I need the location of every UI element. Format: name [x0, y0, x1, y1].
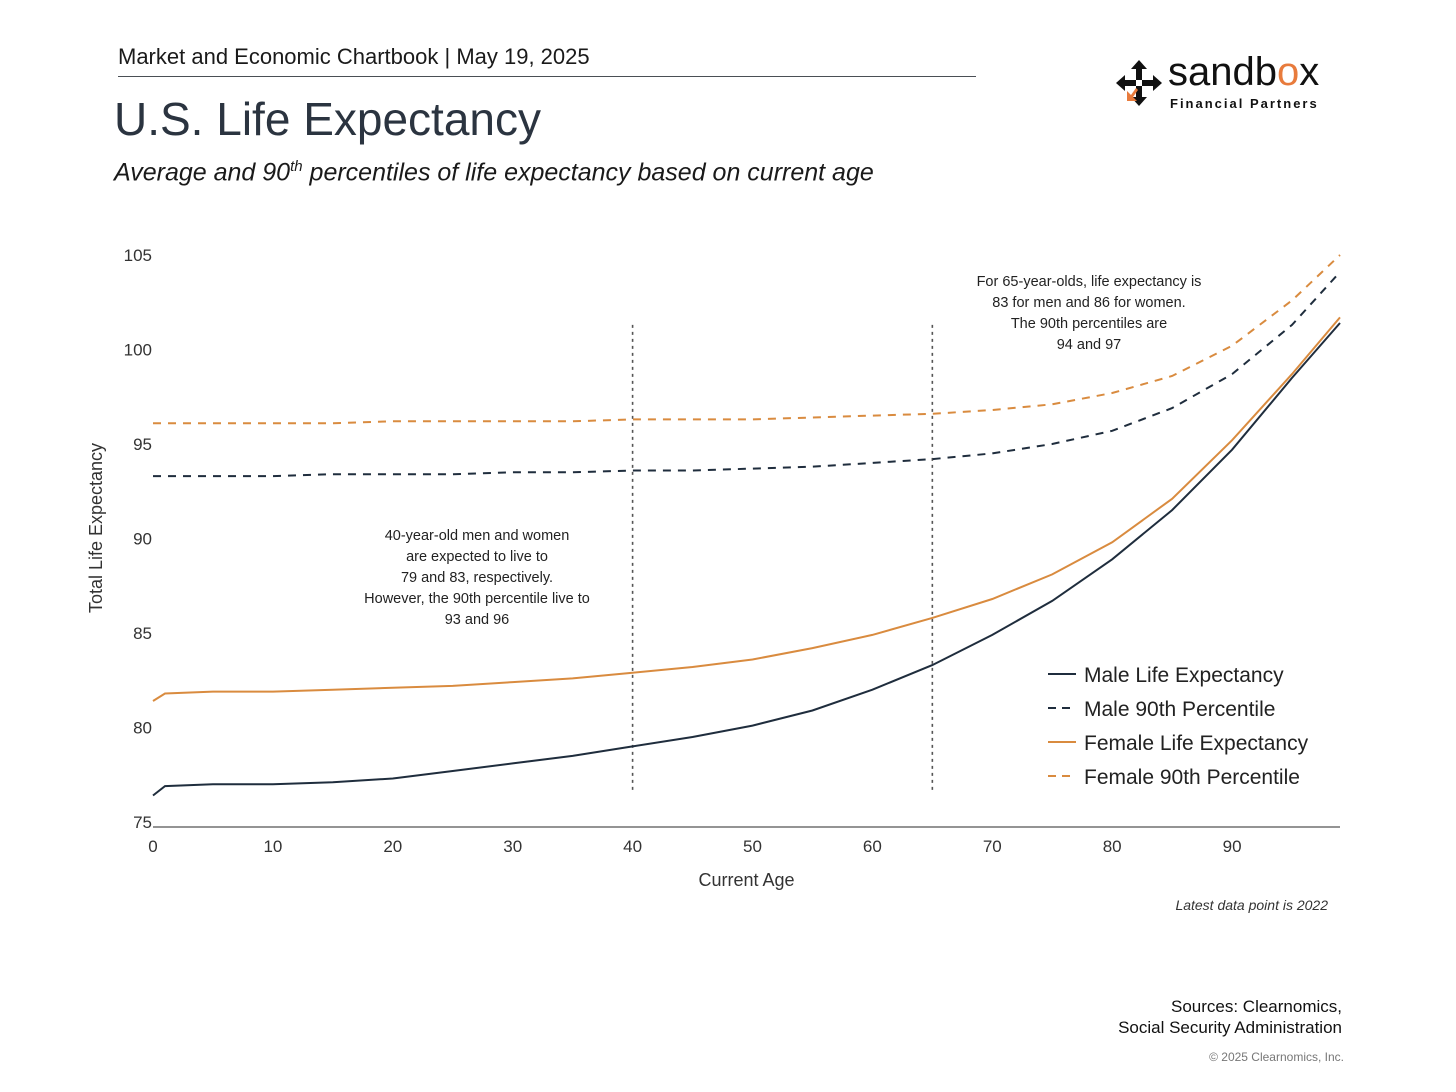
logo-wordmark: sandbox [1168, 50, 1320, 94]
sources-line-2: Social Security Administration [1118, 1018, 1342, 1037]
y-tick-label: 100 [124, 341, 152, 360]
latest-data-note: Latest data point is 2022 [1175, 897, 1328, 913]
x-tick-label: 50 [743, 837, 762, 856]
sources-line-1: Sources: Clearnomics, [1170, 997, 1342, 1016]
x-tick-label: 20 [383, 837, 402, 856]
series-line-male-life-expectancy [152, 322, 1341, 797]
y-tick-label: 80 [133, 719, 152, 738]
legend-label: Male 90th Percentile [1084, 698, 1275, 721]
subtitle-post: percentiles of life expectancy based on … [302, 158, 874, 187]
x-tick-label: 80 [1103, 837, 1122, 856]
legend-label: Female 90th Percentile [1084, 766, 1300, 789]
y-tick-label: 95 [133, 435, 152, 454]
series-line-female-90th-percentile [153, 254, 1341, 425]
annotation-1: 40-year-old men and women are expected to… [364, 528, 590, 628]
y-tick-label: 105 [124, 246, 152, 265]
y-axis-title: Total Life Expectancy [86, 443, 106, 613]
series-line-female-life-expectancy [152, 316, 1341, 702]
chartbook-title: Market and Economic Chartbook | May 19, … [118, 44, 590, 69]
x-tick-label: 10 [263, 837, 282, 856]
sources: Sources: Clearnomics, Social Security Ad… [1118, 996, 1342, 1038]
x-tick-label: 0 [148, 837, 157, 856]
logo-subtitle: Financial Partners [1170, 96, 1319, 111]
legend-label: Male Life Expectancy [1084, 664, 1284, 687]
series-line-male-90th-percentile [153, 271, 1341, 478]
subtitle-sup: th [290, 158, 303, 175]
arrows-logo-icon [1116, 60, 1162, 106]
x-axis-title: Current Age [698, 870, 794, 890]
copyright: © 2025 Clearnomics, Inc. [1209, 1050, 1344, 1064]
x-tick-label: 90 [1223, 837, 1242, 856]
sandbox-logo: sandbox Financial Partners [1114, 50, 1328, 114]
x-tick-label: 40 [623, 837, 642, 856]
page-subtitle: Average and 90th percentiles of life exp… [114, 158, 874, 187]
y-tick-label: 85 [133, 624, 152, 643]
subtitle-pre: Average and 90 [114, 158, 291, 187]
chartbook-header: Market and Economic Chartbook | May 19, … [118, 44, 976, 77]
x-tick-label: 30 [503, 837, 522, 856]
page-title: U.S. Life Expectancy [114, 93, 541, 145]
x-tick-label: 70 [983, 837, 1002, 856]
y-tick-label: 75 [133, 813, 152, 832]
x-tick-label: 60 [863, 837, 882, 856]
annotation-2: For 65-year-olds, life expectancy is 83 f… [977, 274, 1202, 353]
y-tick-label: 90 [133, 530, 152, 549]
legend-label: Female Life Expectancy [1084, 732, 1309, 755]
